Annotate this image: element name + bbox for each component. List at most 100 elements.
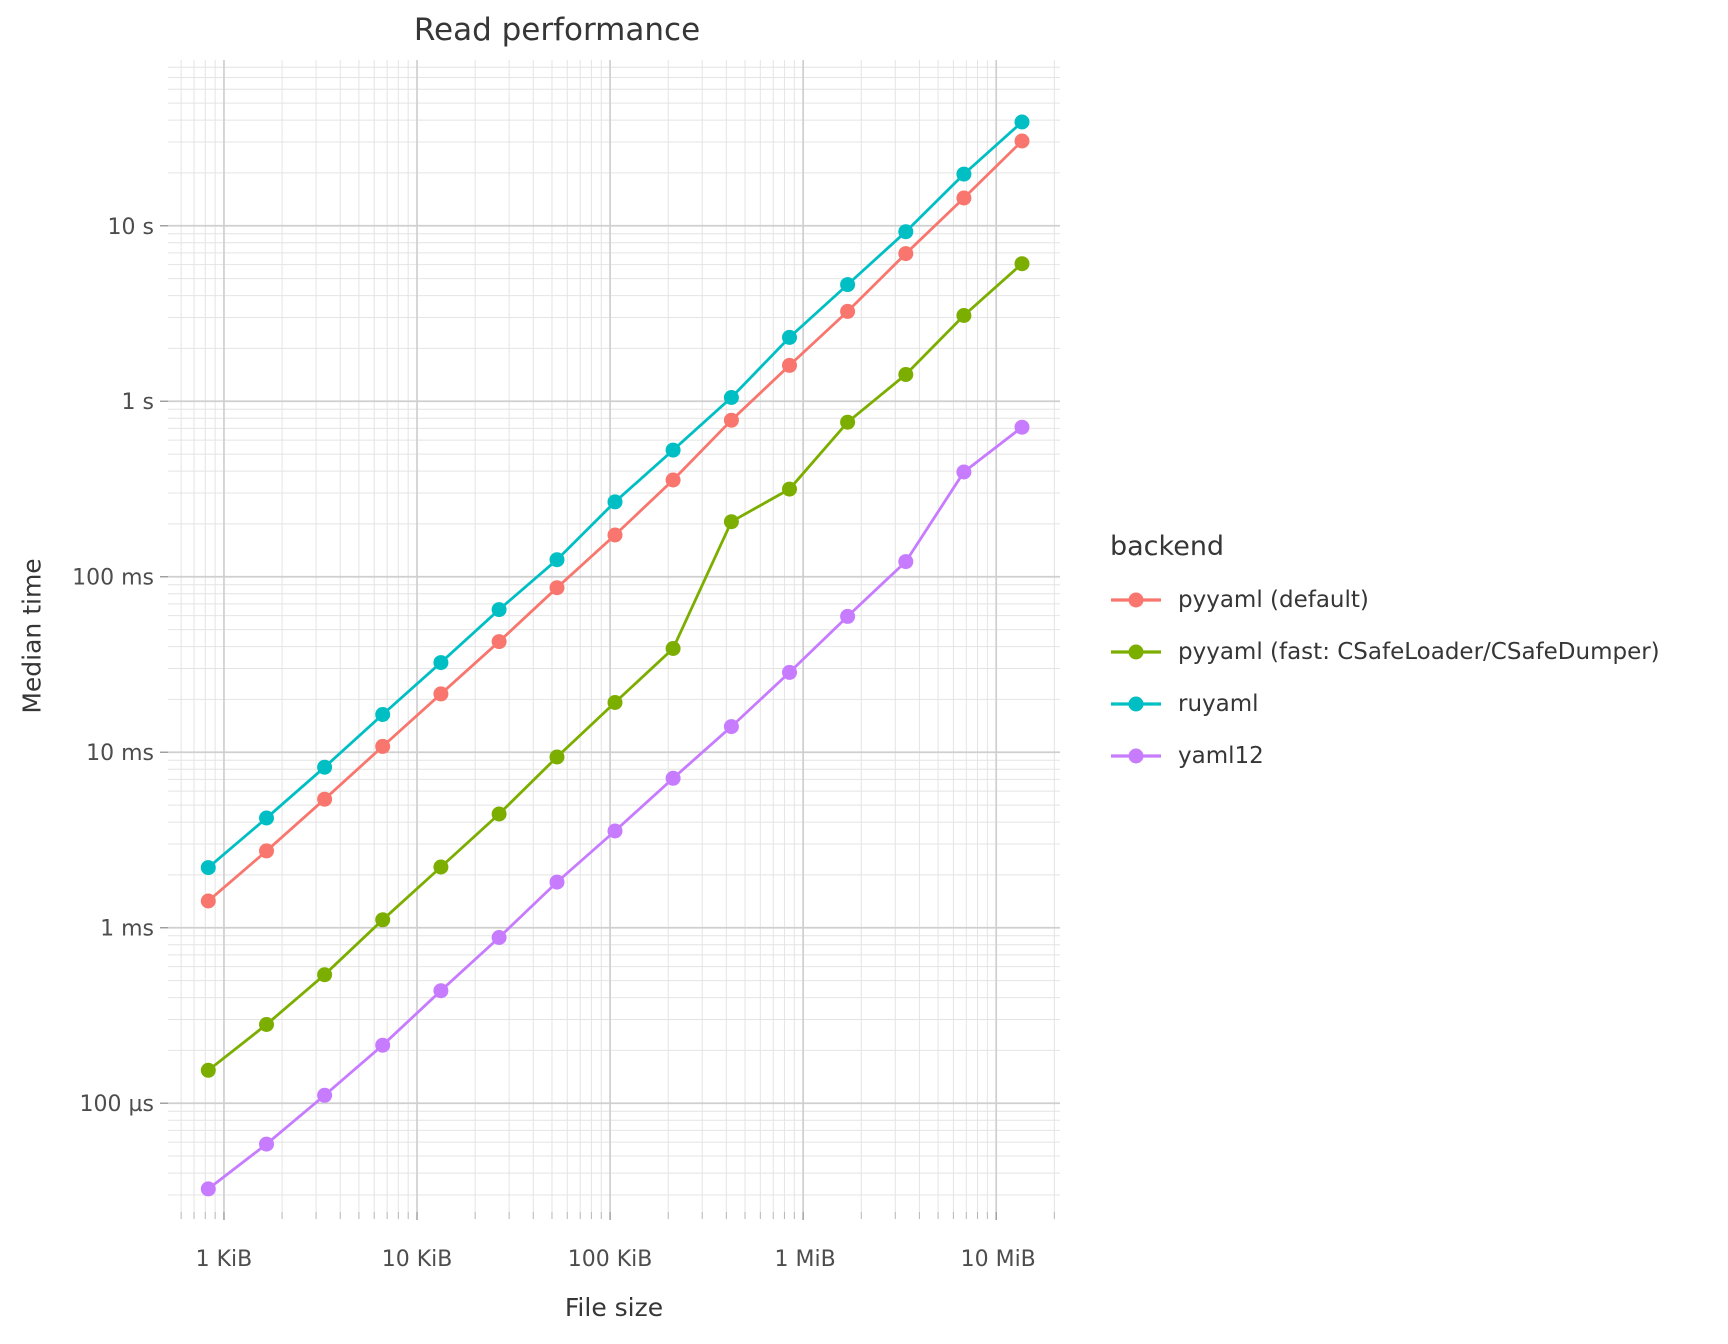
data-point <box>375 1037 391 1053</box>
legend-item-pyyaml-default-: pyyaml (default) <box>1110 574 1660 626</box>
data-point <box>317 967 333 983</box>
data-point <box>1014 133 1030 149</box>
x-tick-label: 10 MiB <box>961 1247 1036 1272</box>
data-point <box>317 791 333 807</box>
data-point <box>375 707 391 722</box>
x-tick-label: 10 KiB <box>382 1247 453 1272</box>
legend-key-icon <box>1111 644 1161 660</box>
data-point <box>898 246 914 262</box>
data-point <box>549 580 565 596</box>
tick-labels: 1 KiB 10 KiB 100 KiB 1 MiB 10 MiB 10 s 1 s 100 … <box>72 215 1036 1272</box>
data-point <box>782 481 797 497</box>
data-point <box>317 1087 333 1103</box>
data-point <box>782 329 797 345</box>
series-pyyaml-default- <box>200 133 1030 909</box>
data-point <box>259 843 274 859</box>
data-point <box>840 608 856 624</box>
chart-title: Read performance <box>413 12 701 48</box>
data-point <box>665 641 681 656</box>
data-point <box>549 749 565 765</box>
data-point <box>259 1017 274 1032</box>
data-point <box>433 655 449 671</box>
data-point <box>607 527 623 543</box>
data-point <box>840 277 856 293</box>
y-axis-title: Median time <box>17 558 47 714</box>
data-point <box>782 664 797 680</box>
data-point <box>259 810 274 826</box>
data-point <box>607 823 623 839</box>
legend-item-pyyaml-fast-csafeloader-csafedumper-: pyyaml (fast: CSafeLoader/CSafeDumper) <box>1110 626 1660 678</box>
legend-items: pyyaml (default) pyyaml (fast: CSafeLoade… <box>1110 574 1660 782</box>
data-point <box>317 759 333 775</box>
data-point <box>433 686 449 702</box>
data-point <box>665 472 681 488</box>
x-axis-title: File size <box>564 1293 664 1322</box>
data-point <box>375 738 391 754</box>
legend-item-ruyaml: ruyaml <box>1110 678 1660 730</box>
data-point <box>840 414 856 430</box>
data-point <box>1014 256 1030 272</box>
series-ruyaml <box>200 114 1030 876</box>
legend-title: backend <box>1110 531 1225 562</box>
x-tick-label: 100 KiB <box>568 1247 653 1272</box>
data-point <box>433 983 449 999</box>
legend-key-icon <box>1111 696 1161 712</box>
data-point <box>607 695 623 710</box>
data-point <box>723 719 739 735</box>
data-point <box>665 442 681 458</box>
data-point <box>1014 419 1030 435</box>
data-point <box>840 303 856 319</box>
legend-key-icon <box>1111 748 1161 764</box>
legend-label: yaml12 <box>1178 743 1264 769</box>
y-tick-label: 100 ms <box>72 566 154 591</box>
series-pyyaml-fast-csafeloader-csafedumper- <box>200 256 1030 1078</box>
series-lines <box>200 114 1030 1197</box>
data-point <box>491 930 507 945</box>
minor-gridlines <box>168 60 1060 1212</box>
data-point <box>200 1181 216 1197</box>
x-tick-label: 1 KiB <box>196 1247 253 1272</box>
data-point <box>898 224 914 240</box>
data-point <box>956 166 972 182</box>
y-tick-label: 10 ms <box>86 741 154 766</box>
data-point <box>200 860 216 876</box>
data-point <box>200 1062 216 1078</box>
y-tick-label: 1 s <box>122 390 154 415</box>
data-point <box>1014 114 1030 130</box>
data-point <box>200 893 216 909</box>
data-point <box>723 412 739 428</box>
x-tick-label: 1 MiB <box>775 1247 836 1272</box>
data-point <box>782 357 797 373</box>
data-point <box>607 494 623 510</box>
data-point <box>491 634 507 650</box>
data-point <box>259 1136 274 1152</box>
data-point <box>665 770 681 786</box>
legend-key-icon <box>1111 592 1161 608</box>
data-point <box>956 308 972 323</box>
y-tick-label: 100 µs <box>80 1092 154 1117</box>
series-line <box>207 262 1023 1072</box>
data-point <box>723 514 739 530</box>
series-yaml12 <box>200 419 1030 1197</box>
data-point <box>433 859 449 875</box>
data-point <box>549 552 565 568</box>
data-point <box>898 367 914 382</box>
data-point <box>898 554 914 570</box>
legend-label: pyyaml (default) <box>1178 587 1369 613</box>
axis-ticks <box>160 225 1055 1220</box>
data-point <box>375 912 391 928</box>
legend-label: pyyaml (fast: CSafeLoader/CSafeDumper) <box>1178 639 1660 665</box>
data-point <box>956 464 972 480</box>
y-tick-label: 1 ms <box>100 917 154 942</box>
data-point <box>491 602 507 618</box>
legend: backend pyyaml (default) pyyaml (fast: CS… <box>1110 532 1660 782</box>
y-tick-label: 10 s <box>108 215 154 240</box>
data-point <box>549 874 565 890</box>
legend-label: ruyaml <box>1178 691 1259 717</box>
data-point <box>956 190 972 206</box>
data-point <box>723 390 739 405</box>
data-point <box>491 806 507 822</box>
legend-item-yaml12: yaml12 <box>1110 730 1660 782</box>
